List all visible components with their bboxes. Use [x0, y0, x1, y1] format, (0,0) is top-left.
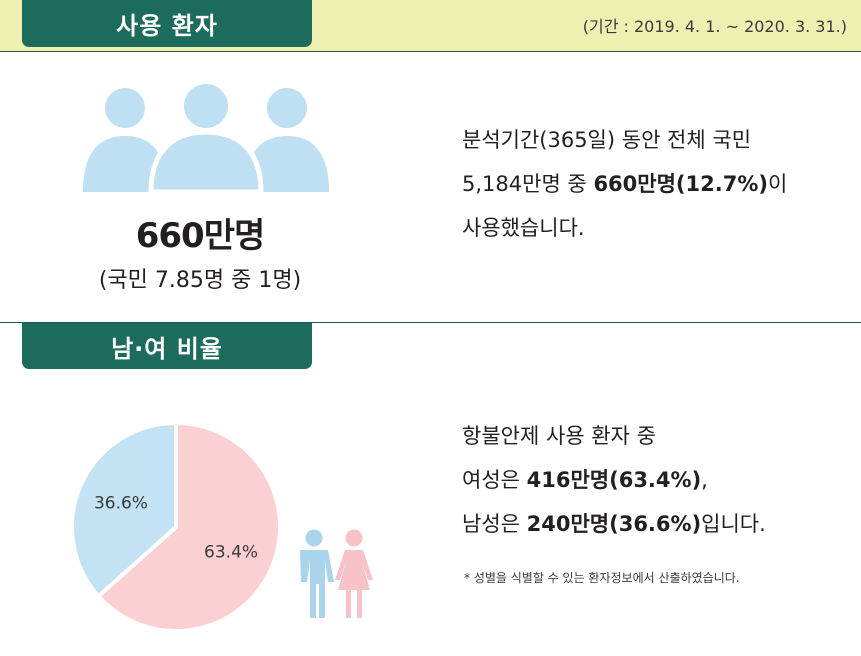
gender-desc-female-value: 416만명(63.4%) [526, 468, 702, 492]
gender-description: 항불안제 사용 환자 중 여성은 416만명(63.4%), 남성은 240만명… [462, 414, 766, 546]
footnote: * 성별을 식별할 수 있는 환자정보에서 산출하였습니다. [464, 571, 740, 585]
gender-desc-line1: 항불안제 사용 환자 중 [462, 424, 656, 448]
users-desc-line1: 분석기간(365일) 동안 전체 국민 [462, 128, 752, 152]
gender-desc-line3-suffix: 입니다. [701, 512, 766, 536]
pie-label-female: 63.4% [204, 543, 258, 563]
gender-desc-line2: 여성은 416만명(63.4%), [462, 458, 766, 502]
gender-desc-male-value: 240만명(36.6%) [526, 512, 702, 536]
users-desc-line2-text: 5,184만명 중 [462, 172, 594, 196]
pie-slice-male [70, 420, 178, 600]
male-icon [300, 529, 334, 618]
user-ratio: (국민 7.85명 중 1명) [98, 268, 302, 293]
gender-desc-line2-suffix: , [701, 468, 708, 492]
gender-pie-chart: 63.4% 36.6% [70, 420, 282, 633]
gender-icons [300, 529, 373, 618]
users-desc-line3: 사용했습니다. [462, 216, 585, 240]
users-desc-line2-suffix: 이 [767, 172, 788, 196]
user-count: 660만명 [135, 216, 266, 256]
gender-desc-line3: 남성은 240만명(36.6%)입니다. [462, 502, 766, 546]
pie-slice-female [95, 420, 282, 633]
female-icon [335, 529, 373, 618]
people-icon [83, 84, 329, 192]
gender-desc-female-label: 여성은 [462, 468, 527, 492]
analysis-period: (기간 : 2019. 4. 1. ~ 2020. 3. 31.) [582, 17, 847, 36]
section-divider [0, 322, 861, 323]
users-description: 분석기간(365일) 동안 전체 국민 5,184만명 중 660만명(12.7… [462, 118, 787, 250]
pie-label-male: 36.6% [94, 493, 148, 513]
users-desc-line2: 5,184만명 중 660만명(12.7%)이 [462, 162, 787, 206]
section-title-gender: 남·여 비율 [22, 323, 312, 369]
gender-desc-male-label: 남성은 [462, 512, 527, 536]
section-title-users: 사용 환자 [22, 0, 312, 47]
users-desc-highlight: 660만명(12.7%) [593, 172, 768, 196]
